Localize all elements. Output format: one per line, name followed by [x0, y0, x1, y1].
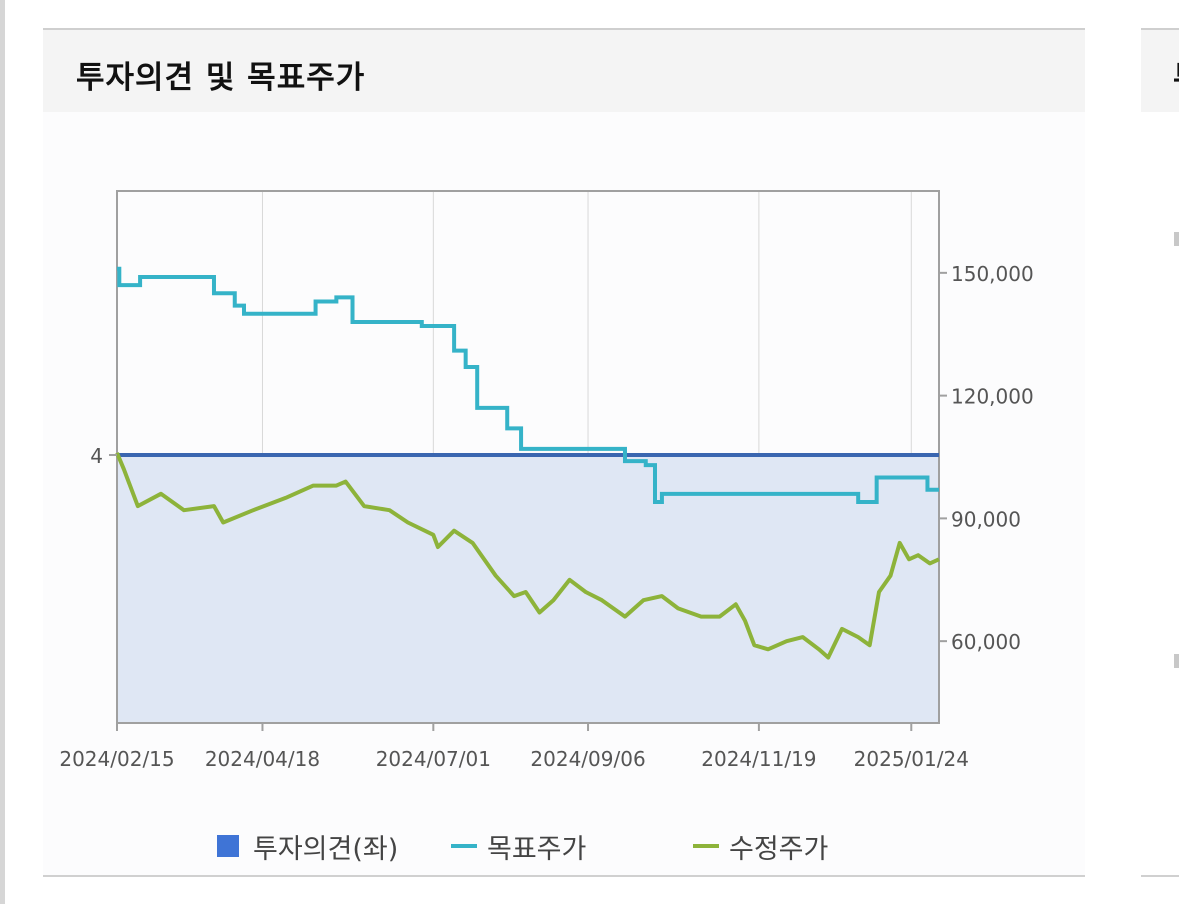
adjacent-panel-bottom-rule	[1141, 875, 1179, 877]
panel-header: 투자의견 및 목표주가	[43, 30, 1085, 112]
adjacent-panel-tick	[1174, 232, 1179, 246]
opinion-area	[117, 455, 939, 723]
panel-title: 투자의견 및 목표주가	[76, 60, 366, 96]
legend-label-target-price: 목표주가	[487, 833, 587, 865]
legend-item-adjusted-price: 수정주가	[693, 828, 829, 865]
y-right-tick-label: 150,000	[951, 262, 1034, 286]
legend-swatch-opinion	[217, 835, 239, 857]
legend-item-opinion: 투자의견(좌)	[217, 828, 399, 865]
x-tick-label: 2024/07/01	[376, 747, 491, 771]
adjacent-panel-tick	[1174, 654, 1179, 668]
y-right-tick-label: 60,000	[951, 630, 1021, 654]
opinion-target-price-panel: 투자의견 및 목표주가 4 150,000 120,000 90,000 60,000 2…	[43, 28, 1085, 878]
adjacent-panel-title: 투	[1173, 52, 1179, 97]
legend-swatch-target-price	[451, 844, 477, 848]
y-right-tick-label: 120,000	[951, 385, 1034, 409]
y-left-tick-label: 4	[90, 444, 103, 468]
x-tick-label: 2024/02/15	[59, 747, 174, 771]
panel-bottom-rule	[43, 875, 1085, 877]
adjacent-panel-top-rule	[1141, 28, 1179, 30]
opinion-target-price-chart: 4 150,000 120,000 90,000 60,000 2024/02/15 202…	[59, 190, 1034, 771]
target-price-line	[117, 266, 939, 505]
x-tick-label: 2024/11/19	[701, 747, 816, 771]
legend-label-opinion: 투자의견(좌)	[253, 833, 399, 865]
x-tick-label: 2025/01/24	[854, 747, 969, 771]
x-tick-label: 2024/04/18	[205, 747, 320, 771]
legend-swatch-adjusted-price	[693, 844, 719, 848]
adjusted-price-line	[115, 452, 940, 660]
y-right-tick-label: 90,000	[951, 507, 1021, 531]
legend-label-adjusted-price: 수정주가	[729, 833, 829, 865]
window-left-edge	[0, 0, 5, 904]
legend-item-target-price: 목표주가	[451, 828, 587, 865]
adjacent-panel: 투	[1141, 28, 1179, 878]
x-tick-label: 2024/09/06	[530, 747, 645, 771]
adjacent-panel-header: 투	[1141, 30, 1179, 112]
panel-top-rule	[43, 28, 1085, 30]
